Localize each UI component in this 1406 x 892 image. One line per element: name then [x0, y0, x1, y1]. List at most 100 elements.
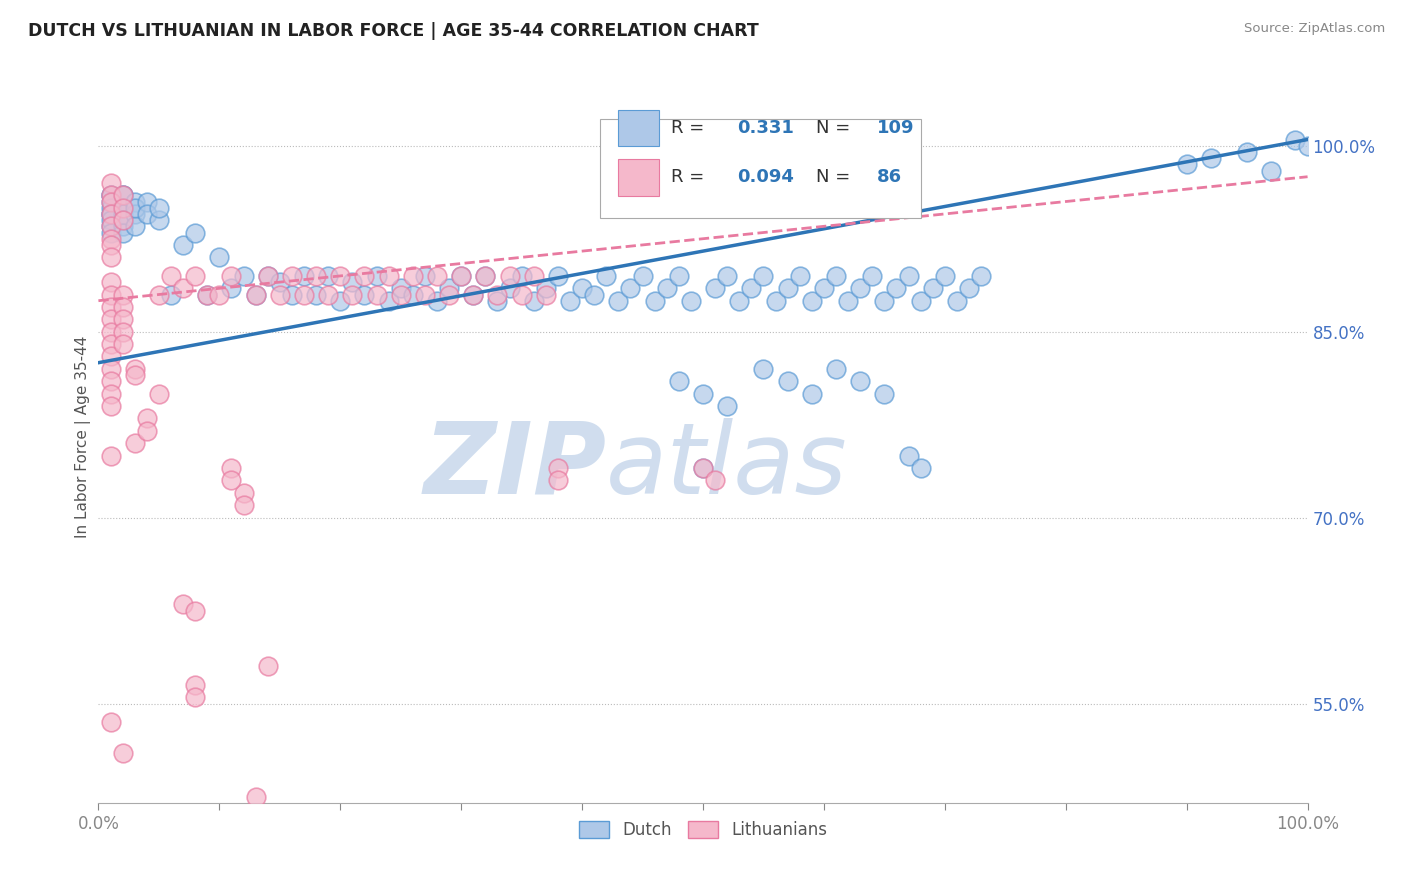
- Point: [232, 268, 254, 283]
- Point: [389, 281, 412, 295]
- Point: [631, 268, 654, 283]
- Point: [232, 486, 254, 500]
- Point: [208, 814, 231, 829]
- Point: [789, 268, 811, 283]
- Point: [740, 281, 762, 295]
- Point: [813, 281, 835, 295]
- Point: [510, 268, 533, 283]
- Point: [474, 268, 496, 283]
- Point: [100, 300, 122, 314]
- Text: Source: ZipAtlas.com: Source: ZipAtlas.com: [1244, 22, 1385, 36]
- Point: [111, 226, 134, 240]
- Text: ZIP: ZIP: [423, 417, 606, 515]
- Point: [970, 268, 993, 283]
- Point: [547, 474, 569, 488]
- Point: [245, 287, 267, 301]
- Point: [716, 399, 738, 413]
- Point: [208, 287, 231, 301]
- Point: [111, 201, 134, 215]
- Point: [765, 293, 787, 308]
- Point: [172, 238, 194, 252]
- Point: [221, 461, 243, 475]
- Point: [692, 461, 714, 475]
- Point: [486, 287, 509, 301]
- Point: [558, 293, 581, 308]
- Point: [245, 789, 267, 804]
- Point: [534, 281, 557, 295]
- Point: [100, 194, 122, 209]
- Point: [873, 386, 896, 401]
- Point: [353, 287, 375, 301]
- Point: [910, 461, 932, 475]
- Point: [437, 281, 460, 295]
- Point: [498, 268, 520, 283]
- Point: [269, 287, 291, 301]
- Point: [897, 268, 920, 283]
- Point: [208, 250, 231, 264]
- Point: [426, 268, 449, 283]
- Point: [292, 268, 315, 283]
- Point: [184, 226, 207, 240]
- FancyBboxPatch shape: [600, 119, 921, 218]
- Point: [100, 207, 122, 221]
- Point: [100, 213, 122, 227]
- Point: [111, 188, 134, 202]
- Point: [547, 268, 569, 283]
- Point: [716, 268, 738, 283]
- Point: [463, 287, 485, 301]
- Point: [100, 207, 122, 221]
- Point: [111, 219, 134, 234]
- Point: [124, 368, 146, 383]
- Point: [474, 268, 496, 283]
- Point: [124, 201, 146, 215]
- Point: [160, 287, 183, 301]
- Point: [100, 275, 122, 289]
- Point: [111, 213, 134, 227]
- Point: [389, 287, 412, 301]
- Point: [256, 268, 278, 283]
- Point: [692, 461, 714, 475]
- Point: [800, 386, 823, 401]
- Point: [595, 268, 617, 283]
- Point: [256, 268, 278, 283]
- Point: [100, 312, 122, 326]
- Point: [825, 362, 848, 376]
- Point: [111, 287, 134, 301]
- Point: [221, 474, 243, 488]
- Point: [208, 827, 231, 841]
- Point: [377, 293, 399, 308]
- Point: [100, 715, 122, 730]
- Point: [111, 325, 134, 339]
- Point: [124, 207, 146, 221]
- Point: [100, 188, 122, 202]
- Point: [873, 293, 896, 308]
- Point: [148, 287, 170, 301]
- Point: [100, 325, 122, 339]
- Point: [463, 287, 485, 301]
- Text: 109: 109: [876, 119, 914, 137]
- Point: [281, 268, 304, 283]
- Point: [402, 287, 425, 301]
- Point: [160, 268, 183, 283]
- Point: [619, 281, 641, 295]
- Point: [111, 188, 134, 202]
- Point: [849, 281, 872, 295]
- Point: [135, 207, 157, 221]
- Point: [523, 268, 546, 283]
- Point: [148, 386, 170, 401]
- Point: [172, 598, 194, 612]
- Point: [366, 268, 388, 283]
- Point: [668, 374, 690, 388]
- Point: [100, 207, 122, 221]
- Point: [148, 814, 170, 829]
- Point: [571, 281, 593, 295]
- Point: [692, 386, 714, 401]
- Point: [547, 461, 569, 475]
- Point: [100, 374, 122, 388]
- Point: [111, 312, 134, 326]
- Point: [450, 268, 472, 283]
- Point: [195, 287, 218, 301]
- Point: [607, 293, 630, 308]
- Point: [256, 659, 278, 673]
- Point: [437, 287, 460, 301]
